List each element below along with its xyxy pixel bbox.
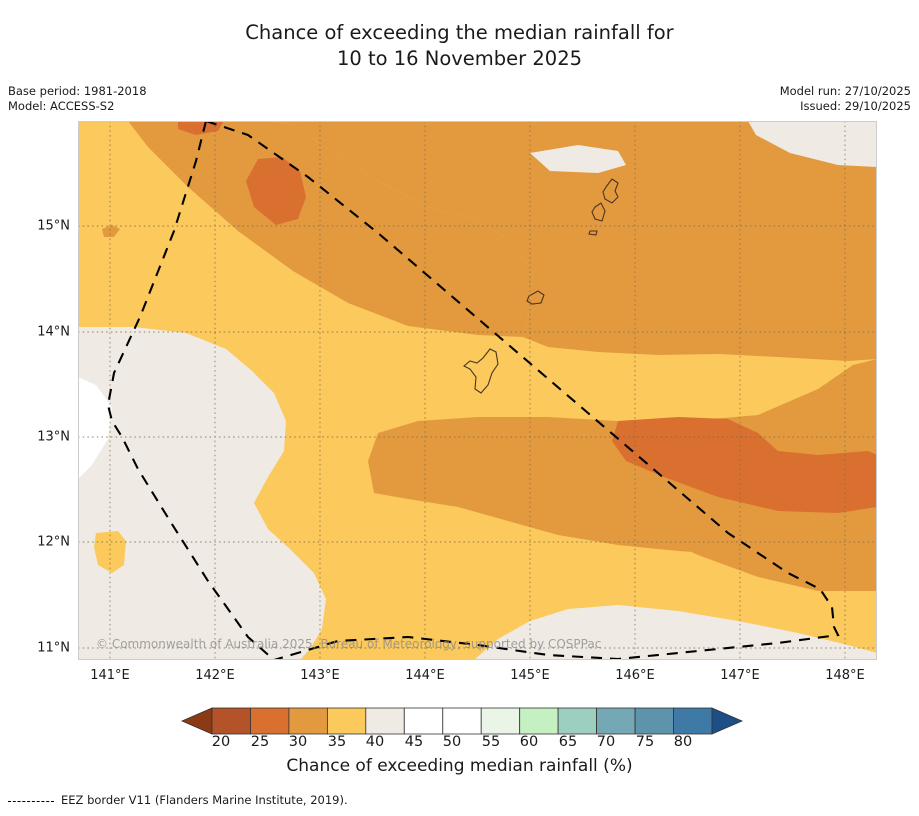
model-text: Model: ACCESS-S2 bbox=[8, 99, 115, 113]
meta-right-block: Model run: 27/10/2025 Issued: 29/10/2025 bbox=[780, 84, 911, 114]
colorbar-cell-40-45 bbox=[365, 707, 405, 735]
map-plot-area[interactable] bbox=[78, 121, 877, 660]
colorbar-tick-25: 25 bbox=[250, 734, 270, 750]
map-canvas bbox=[78, 121, 877, 660]
contour-band-30-35-west-tail bbox=[128, 121, 533, 337]
contour-band-45-50-southwest bbox=[78, 377, 112, 479]
colorbar-cell-60-65 bbox=[519, 707, 559, 735]
colorbar-tick-20: 20 bbox=[211, 734, 231, 750]
colorbar-cell-70-75 bbox=[596, 707, 636, 735]
colorbar-cell-80-plus bbox=[673, 707, 713, 735]
colorbar-segments bbox=[211, 707, 713, 735]
colorbar-cell-35-40 bbox=[326, 707, 367, 735]
colorbar-cell-45-50 bbox=[403, 707, 444, 735]
colorbar-axis-label: Chance of exceeding median rainfall (%) bbox=[286, 756, 633, 776]
xtick-147E: 147°E bbox=[720, 668, 760, 683]
colorbar-cell-20-25 bbox=[211, 707, 251, 735]
eez-legend: EEZ border V11 (Flanders Marine Institut… bbox=[8, 793, 348, 807]
colorbar-canvas bbox=[180, 707, 744, 735]
colorbar-extend-low bbox=[180, 707, 213, 735]
island-saipan bbox=[602, 178, 619, 204]
contour-band-40-45-north-centre bbox=[530, 145, 626, 173]
contour-band-25-30-north-core bbox=[246, 157, 306, 225]
colorbar-cell-30-35 bbox=[288, 707, 328, 735]
contour-band-30-35-small-west bbox=[102, 225, 120, 237]
eez-border-line bbox=[106, 121, 840, 660]
ytick-11N: 11°N bbox=[37, 640, 70, 656]
eez-dash-swatch bbox=[8, 800, 54, 802]
colorbar[interactable] bbox=[0, 700, 919, 742]
island-tinian bbox=[591, 202, 606, 222]
colorbar-tick-35: 35 bbox=[327, 734, 347, 750]
contour-band-30-35-small-centre bbox=[377, 276, 392, 297]
island-rota bbox=[526, 290, 545, 305]
colorbar-tick-60: 60 bbox=[519, 734, 539, 750]
contour-band-30-35-southeast bbox=[638, 517, 877, 591]
contour-band-25-30-north-sliver bbox=[178, 121, 224, 135]
xtick-146E: 146°E bbox=[615, 668, 655, 683]
meta-left-block: Base period: 1981-2018 Model: ACCESS-S2 bbox=[8, 84, 147, 114]
eez-legend-label: EEZ border V11 (Flanders Marine Institut… bbox=[61, 793, 348, 807]
colorbar-tick-30: 30 bbox=[288, 734, 308, 750]
title-line-2: 10 to 16 November 2025 bbox=[336, 47, 583, 70]
ytick-13N: 13°N bbox=[37, 429, 70, 445]
contour-band-40-45-north-east bbox=[748, 121, 877, 167]
colorbar-cell-50-55 bbox=[442, 707, 482, 735]
colorbar-cell-55-60 bbox=[480, 707, 521, 735]
ytick-15N: 15°N bbox=[37, 218, 70, 234]
colorbar-extend-high bbox=[711, 707, 744, 735]
island-aguijan bbox=[588, 230, 598, 236]
colorbar-tick-50: 50 bbox=[442, 734, 462, 750]
colorbar-tick-55: 55 bbox=[481, 734, 501, 750]
colorbar-tick-75: 75 bbox=[635, 734, 655, 750]
issued-text: Issued: 29/10/2025 bbox=[800, 99, 911, 113]
ytick-14N: 14°N bbox=[37, 324, 70, 340]
model-run-text: Model run: 27/10/2025 bbox=[779, 84, 911, 98]
xtick-145E: 145°E bbox=[510, 668, 550, 683]
xtick-144E: 144°E bbox=[405, 668, 445, 683]
colorbar-tick-70: 70 bbox=[596, 734, 616, 750]
colorbar-cell-75-80 bbox=[634, 707, 674, 735]
map-gridlines bbox=[78, 121, 877, 660]
xtick-148E: 148°E bbox=[825, 668, 865, 683]
contour-band-30-35-central bbox=[368, 359, 877, 555]
xtick-142E: 142°E bbox=[195, 668, 235, 683]
xtick-143E: 143°E bbox=[300, 668, 340, 683]
contour-band-40-45-southwest bbox=[78, 327, 326, 660]
colorbar-tick-65: 65 bbox=[558, 734, 578, 750]
colorbar-cell-65-70 bbox=[557, 707, 597, 735]
contour-band-35-40-island-southwest bbox=[94, 531, 126, 573]
plot-frame bbox=[78, 121, 877, 660]
contour-band-25-30-southeast-core bbox=[612, 417, 877, 513]
contour-band-30-35-north bbox=[78, 121, 877, 361]
colorbar-tick-40: 40 bbox=[365, 734, 385, 750]
colorbar-cell-25-30 bbox=[250, 707, 290, 735]
contour-band-40-45-southeast-margin bbox=[474, 605, 877, 660]
island-outlines bbox=[463, 178, 619, 394]
page-title: Chance of exceeding the median rainfall … bbox=[0, 20, 919, 72]
colorbar-tick-45: 45 bbox=[404, 734, 424, 750]
base-period-text: Base period: 1981-2018 bbox=[8, 84, 147, 98]
island-guam bbox=[463, 348, 499, 394]
colorbar-tick-80: 80 bbox=[673, 734, 693, 750]
title-line-1: Chance of exceeding the median rainfall … bbox=[245, 21, 674, 44]
xtick-141E: 141°E bbox=[90, 668, 130, 683]
ytick-12N: 12°N bbox=[37, 534, 70, 550]
